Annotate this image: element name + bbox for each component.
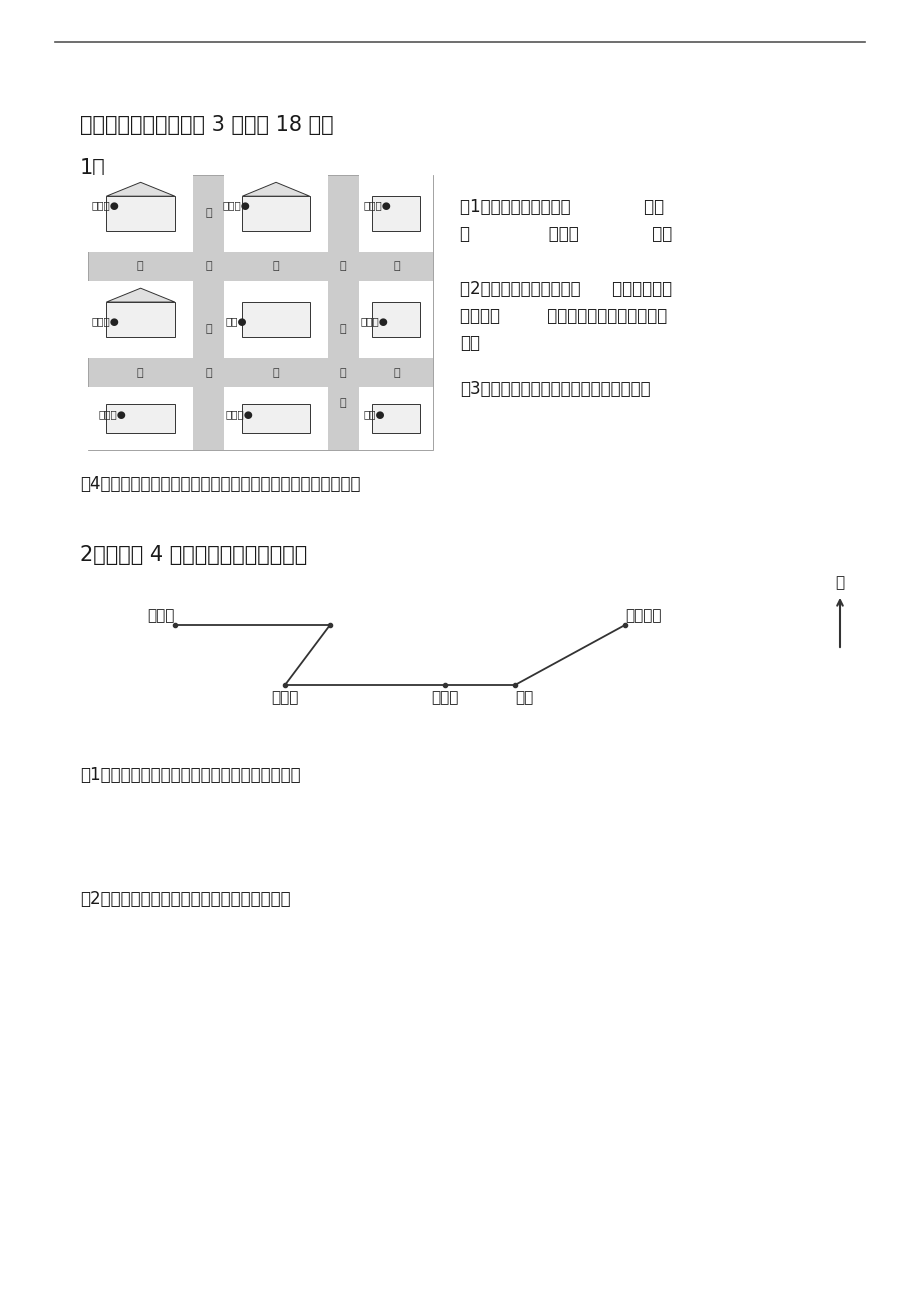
Bar: [371, 404, 420, 432]
Bar: [224, 281, 327, 358]
Bar: [88, 174, 433, 450]
Text: 新亚小学: 新亚小学: [624, 608, 661, 622]
Bar: [242, 197, 310, 230]
Text: 游泳馆: 游泳馆: [431, 690, 459, 704]
Text: 蘑: 蘑: [340, 398, 346, 409]
Text: （2）请你写出从新亚小学出发到汽车站路线：: （2）请你写出从新亚小学出发到汽车站路线：: [80, 891, 290, 907]
Text: 电影院●: 电影院●: [91, 201, 119, 210]
Text: 1、: 1、: [80, 158, 106, 178]
Text: 邮局●: 邮局●: [364, 409, 385, 419]
Bar: [107, 404, 175, 432]
Text: 面。: 面。: [460, 335, 480, 352]
Text: 绳: 绳: [340, 368, 346, 378]
Text: （1）花园街的西面有（              ）、: （1）花园街的西面有（ ）、: [460, 198, 664, 216]
Text: 京: 京: [272, 260, 279, 271]
Bar: [358, 281, 433, 358]
Text: 街: 街: [205, 260, 212, 271]
Bar: [224, 174, 327, 253]
Polygon shape: [107, 288, 175, 302]
Bar: [358, 387, 433, 450]
Text: 六、解决问题：（每题 3 分，共 18 分）: 六、解决问题：（每题 3 分，共 18 分）: [80, 115, 334, 135]
Text: （1）请你写出从汽车站出发到新亚小学的路线：: （1）请你写出从汽车站出发到新亚小学的路线：: [80, 766, 301, 784]
Bar: [358, 174, 433, 253]
Bar: [107, 197, 175, 230]
Text: 街: 街: [340, 260, 346, 271]
Text: 超市的（         ）面，小川家在小林家的（: 超市的（ ）面，小川家在小林家的（: [460, 307, 666, 326]
Text: 平: 平: [272, 368, 279, 378]
Text: 少年宫: 少年宫: [271, 690, 299, 704]
Text: 图书馆●: 图书馆●: [222, 201, 250, 210]
Text: 小林家●: 小林家●: [226, 409, 254, 419]
Text: 2、说一说 4 路公共汽车的行车路线。: 2、说一说 4 路公共汽车的行车路线。: [80, 546, 307, 565]
Text: 图: 图: [205, 324, 212, 335]
Text: （3）请你画出小林去音像店所走的路线。: （3）请你画出小林去音像店所走的路线。: [460, 380, 650, 398]
Bar: [88, 387, 193, 450]
Text: 电视台●: 电视台●: [98, 409, 126, 419]
Text: （4）请你说一说小川去邮局，可以怎么走？并写出行走路线。: （4）请你说一说小川去邮局，可以怎么走？并写出行走路线。: [80, 475, 360, 493]
Bar: [88, 281, 193, 358]
Bar: [88, 174, 193, 253]
Text: （2）图书馆在小林家的（      ），小吃店在: （2）图书馆在小林家的（ ），小吃店在: [460, 280, 672, 298]
Text: 和: 和: [205, 368, 212, 378]
Text: 小川家●: 小川家●: [91, 316, 119, 326]
Text: 花: 花: [136, 368, 143, 378]
Bar: [242, 404, 310, 432]
Text: 医院: 医院: [515, 690, 533, 704]
Text: 音像店●: 音像店●: [364, 201, 391, 210]
Text: 路: 路: [340, 324, 346, 335]
Bar: [224, 387, 327, 450]
Text: 北: 北: [136, 260, 143, 271]
Polygon shape: [242, 182, 310, 197]
Text: 汽车站: 汽车站: [147, 608, 175, 622]
Text: 北: 北: [205, 208, 212, 219]
Text: 路: 路: [393, 260, 400, 271]
Bar: [371, 197, 420, 230]
Text: （               ）、（              ）。: （ ）、（ ）。: [460, 225, 672, 243]
Text: 北: 北: [834, 575, 844, 590]
Text: 小吃店●: 小吃店●: [360, 316, 388, 326]
Bar: [107, 302, 175, 337]
Text: 路: 路: [393, 368, 400, 378]
Polygon shape: [107, 182, 175, 197]
Bar: [371, 302, 420, 337]
Text: 超市●: 超市●: [226, 316, 247, 326]
Bar: [242, 302, 310, 337]
